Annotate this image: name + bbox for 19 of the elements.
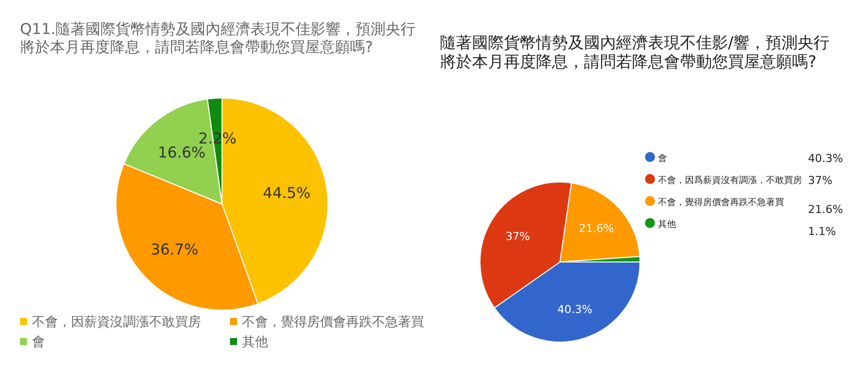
legend-label: 會 [658, 153, 667, 164]
data-label: 1.1% [808, 225, 836, 238]
legend-label: 會 [32, 335, 45, 350]
text: 21.6% [808, 203, 843, 216]
legend-label: 其他 [242, 335, 268, 350]
legend-label: 其他 [658, 219, 676, 230]
text: 37% [808, 174, 832, 187]
data-label: 21.6% [578, 222, 614, 236]
chart-title: 隨著國際貨幣情勢及國內經濟表現不佳影/響，預測央行將於本月再度降息，請問若降息會帶動您買屋意願嗎? [440, 33, 830, 72]
data-label: 44.5% [262, 184, 311, 202]
legend-label: 不會，覺得房價會再跌不急著買 [658, 197, 784, 208]
chart-title: Q11.隨著國際貨幣情勢及國內經濟表現不佳影響，預測央行將於本月再度降息，請問若降息會帶動您買屋意願嗎? [20, 20, 416, 56]
data-label: 37% [506, 230, 530, 243]
data-label: 40.3% [557, 303, 592, 316]
data-label: 36.7% [150, 240, 198, 259]
legend-label: 不會，覺得房價會再跌不急著買 [242, 314, 424, 330]
legend-label: 不會，因薪資沒調漲不敢買房 [32, 314, 201, 330]
legend-label: 不會，因爲薪資沒有調漲，不敢買房 [658, 175, 802, 186]
text: 40.3% [808, 152, 843, 165]
